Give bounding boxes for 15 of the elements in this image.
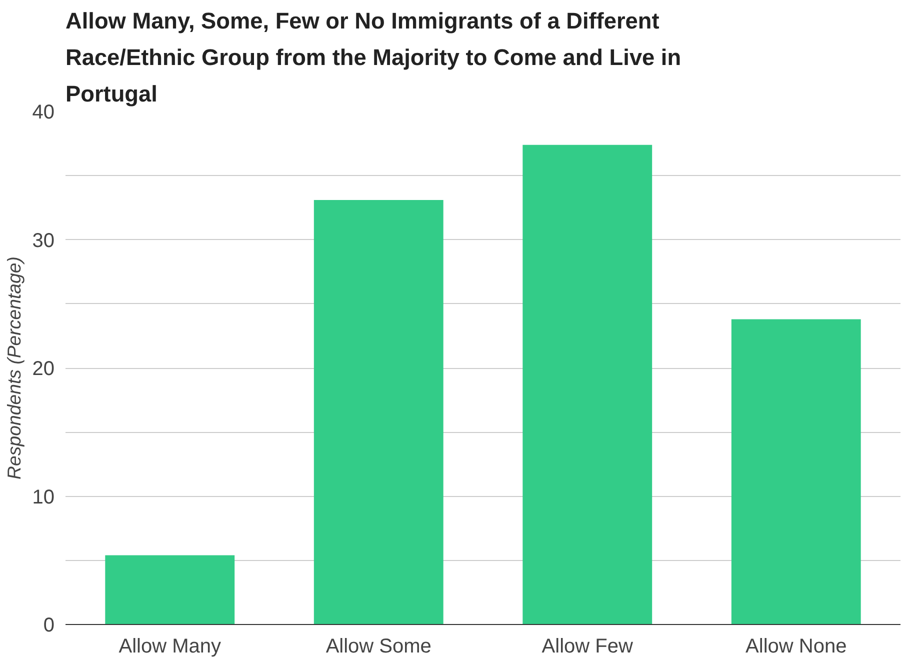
- bar: [314, 200, 444, 624]
- x-tick-label: Allow None: [746, 636, 847, 658]
- y-tick-label: 0: [43, 614, 54, 636]
- x-tick-label: Allow Many: [118, 636, 222, 658]
- y-tick-label: 20: [32, 358, 55, 380]
- bar: [731, 319, 861, 624]
- y-axis-title: Respondents (Percentage): [3, 256, 24, 480]
- bar: [105, 555, 235, 624]
- x-tick-label: Allow Few: [542, 636, 634, 658]
- bar: [522, 144, 652, 624]
- x-tick-label: Allow Some: [326, 636, 432, 658]
- chart-title: Allow Many, Some, Few or No Immigrants of a Different Race/Ethnic Group from the Majority to Come and Live in Portugal: [66, 8, 682, 106]
- y-tick-label: 40: [32, 102, 55, 124]
- y-tick-label: 30: [32, 230, 55, 252]
- y-tick-label: 10: [32, 486, 55, 508]
